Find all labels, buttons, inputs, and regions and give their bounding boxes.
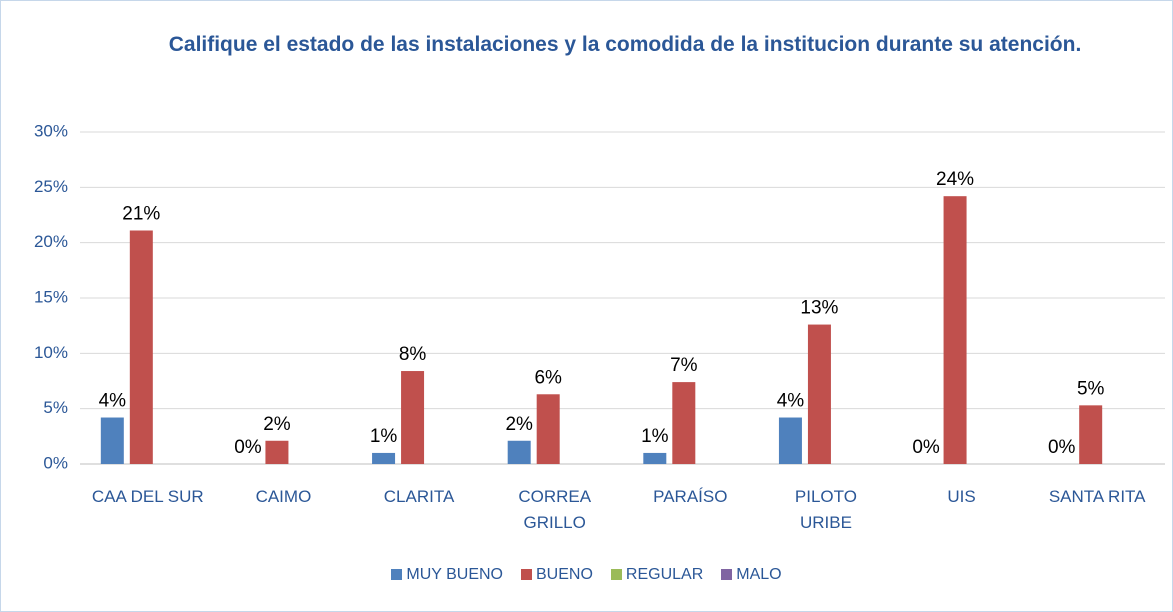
data-label: 13% (800, 298, 838, 319)
legend-label: MALO (736, 566, 782, 583)
x-tick-label: SANTA RITA (1048, 487, 1146, 506)
bar (100, 417, 124, 464)
data-label: 8% (399, 344, 427, 365)
bar (778, 417, 802, 464)
bar (129, 230, 153, 464)
data-label: 4% (99, 391, 127, 412)
x-tick-label: CORREA GRILLO (518, 487, 592, 532)
x-tick-label: CAA DEL SUR (91, 487, 204, 506)
legend-label: MUY BUENO (406, 566, 503, 583)
data-label: 4% (777, 391, 805, 412)
bar (265, 440, 289, 464)
y-tick-label: 25% (34, 177, 68, 196)
data-label: 0% (234, 437, 262, 458)
data-label: 7% (670, 355, 698, 376)
legend-item: MALO (721, 566, 782, 584)
data-label: 2% (505, 414, 533, 435)
data-label: 0% (1048, 437, 1076, 458)
x-tick-label: PILOTO URIBE (794, 487, 857, 532)
y-tick-label: 10% (34, 343, 68, 362)
x-tick-label: PARAÍSO (653, 487, 728, 506)
data-label: 6% (534, 367, 562, 388)
data-label: 24% (936, 169, 974, 190)
legend-label: BUENO (536, 566, 593, 583)
x-tick-label: CAIMO (255, 487, 312, 506)
x-tick-label: UIS (947, 487, 976, 506)
legend-item: MUY BUENO (391, 566, 503, 584)
bar (943, 196, 967, 465)
chart-title: Califique el estado de las instalaciones… (168, 33, 1082, 56)
legend-swatch (391, 569, 403, 580)
x-tick-label: CLARITA (383, 487, 455, 506)
data-label: 5% (1077, 378, 1105, 399)
legend-swatch (721, 569, 733, 580)
legend-swatch (610, 569, 622, 580)
bar (1079, 405, 1103, 464)
bar (372, 452, 396, 464)
legend: MUY BUENO BUENO REGULAR MALO (0, 566, 1173, 584)
legend-item: REGULAR (610, 566, 704, 584)
y-tick-label: 20% (34, 232, 68, 251)
data-label: 0% (912, 437, 940, 458)
bar (643, 452, 667, 464)
bar (672, 382, 696, 464)
legend-label: REGULAR (625, 566, 704, 583)
legend-swatch (521, 569, 532, 580)
data-label: 1% (370, 426, 398, 447)
bar (507, 440, 531, 464)
y-tick-label: 0% (43, 453, 68, 472)
data-label: 2% (263, 414, 291, 435)
data-label: 21% (122, 204, 160, 225)
y-tick-label: 5% (43, 398, 68, 417)
y-tick-label: 30% (34, 121, 68, 140)
y-tick-label: 15% (34, 287, 68, 306)
legend-item: BUENO (521, 566, 593, 584)
bar (536, 394, 560, 464)
data-label: 1% (641, 426, 669, 447)
bar (401, 371, 425, 464)
bar (807, 324, 831, 464)
